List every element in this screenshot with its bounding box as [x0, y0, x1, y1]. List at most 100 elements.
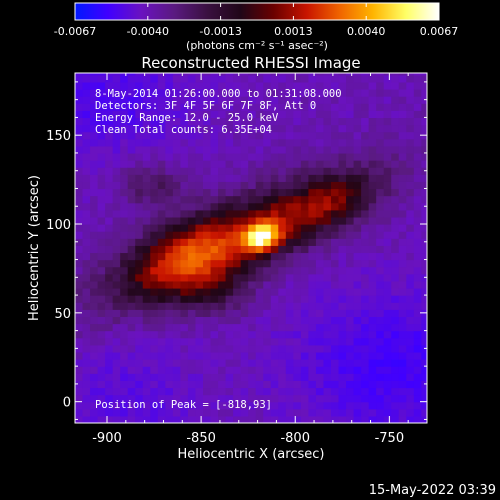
heatmap-cell: [187, 316, 197, 325]
heatmap-cell: [233, 110, 242, 119]
heatmap-cell: [323, 408, 332, 417]
heatmap-cell: [263, 88, 272, 97]
heatmap-cell: [233, 145, 242, 154]
heatmap-cell: [150, 81, 159, 90]
heatmap-cell: [413, 401, 422, 410]
heatmap-cell: [323, 81, 332, 90]
heatmap-cell: [203, 209, 212, 218]
heatmap-cell: [112, 181, 121, 190]
heatmap-cell: [195, 74, 204, 83]
heatmap-cell: [165, 359, 174, 367]
heatmap-cell: [406, 96, 415, 104]
heatmap-cell: [127, 394, 136, 403]
heatmap-cell: [180, 174, 189, 182]
heatmap-cell: [383, 366, 392, 374]
heatmap-cell: [270, 337, 279, 346]
heatmap-cell: [142, 209, 151, 218]
heatmap-cell: [300, 73, 310, 76]
heatmap-cell: [90, 195, 99, 204]
heatmap-cell: [203, 252, 212, 261]
heatmap-cell: [165, 188, 174, 197]
heatmap-cell: [293, 408, 302, 417]
heatmap-cell: [150, 359, 159, 367]
heatmap-cell: [308, 323, 317, 332]
heatmap-cell: [421, 88, 427, 97]
heatmap-cell: [225, 252, 234, 261]
colorbar-tick-label: -0.0013: [199, 25, 241, 38]
heatmap-cell: [135, 323, 144, 332]
heatmap-cell: [172, 174, 182, 182]
heatmap-cell: [361, 174, 370, 182]
heatmap-cell: [127, 245, 136, 254]
heatmap-cell: [278, 351, 287, 360]
heatmap-cell: [120, 316, 129, 325]
heatmap-cell: [203, 224, 212, 232]
heatmap-cell: [240, 117, 249, 126]
heatmap-cell: [157, 96, 166, 104]
heatmap-cell: [225, 309, 234, 317]
heatmap-cell: [398, 366, 407, 374]
heatmap-cell: [157, 337, 166, 346]
heatmap-cell: [331, 316, 340, 325]
heatmap-cell: [346, 280, 355, 289]
heatmap-cell: [195, 73, 204, 76]
heatmap-cell: [285, 181, 294, 190]
heatmap-cell: [112, 238, 121, 246]
heatmap-cell: [270, 302, 279, 310]
heatmap-cell: [127, 252, 136, 261]
heatmap-cell: [210, 366, 219, 374]
heatmap-cell: [90, 145, 99, 154]
heatmap-cell: [315, 415, 325, 423]
heatmap-cell: [180, 387, 189, 396]
heatmap-cell: [353, 309, 362, 317]
heatmap-cell: [263, 302, 272, 310]
heatmap-cell: [338, 330, 347, 339]
heatmap-cell: [112, 266, 121, 275]
heatmap-cell: [157, 316, 166, 325]
heatmap-cell: [391, 280, 400, 289]
heatmap-cell: [187, 145, 197, 154]
heatmap-cell: [376, 245, 385, 254]
heatmap-cell: [135, 209, 144, 218]
heatmap-cell: [406, 110, 415, 119]
heatmap-cell: [285, 351, 294, 360]
heatmap-cell: [383, 138, 392, 147]
heatmap-cell: [218, 181, 227, 190]
heatmap-cell: [135, 245, 144, 254]
heatmap-cell: [421, 387, 427, 396]
heatmap-cell: [105, 359, 114, 367]
heatmap-cell: [240, 81, 249, 90]
heatmap-cell: [270, 280, 279, 289]
heatmap-cell: [187, 216, 197, 225]
heatmap-cell: [180, 88, 189, 97]
heatmap-cell: [180, 124, 189, 133]
heatmap-cell: [157, 415, 166, 423]
heatmap-cell: [75, 81, 84, 90]
heatmap-cell: [338, 188, 347, 197]
heatmap-cell: [135, 124, 144, 133]
heatmap-cell: [165, 160, 174, 168]
heatmap-cell: [105, 152, 114, 161]
heatmap-cell: [315, 174, 325, 182]
heatmap-cell: [225, 259, 234, 268]
heatmap-cell: [142, 351, 151, 360]
heatmap-cell: [180, 295, 189, 303]
heatmap-cell: [195, 152, 204, 161]
heatmap-cell: [240, 415, 249, 423]
heatmap-cell: [376, 359, 385, 367]
heatmap-cell: [218, 209, 227, 218]
heatmap-cell: [157, 224, 166, 232]
heatmap-cell: [368, 103, 377, 111]
heatmap-cell: [135, 373, 144, 381]
heatmap-cell: [421, 74, 427, 83]
heatmap-cell: [157, 309, 166, 317]
heatmap-cell: [240, 309, 249, 317]
heatmap-cell: [127, 174, 136, 182]
heatmap-cell: [240, 202, 249, 211]
heatmap-cell: [406, 181, 415, 190]
heatmap-cell: [195, 380, 204, 389]
heatmap-cell: [263, 138, 272, 147]
heatmap-cell: [323, 138, 332, 147]
heatmap-cell: [413, 117, 422, 126]
heatmap-cell: [353, 209, 362, 218]
